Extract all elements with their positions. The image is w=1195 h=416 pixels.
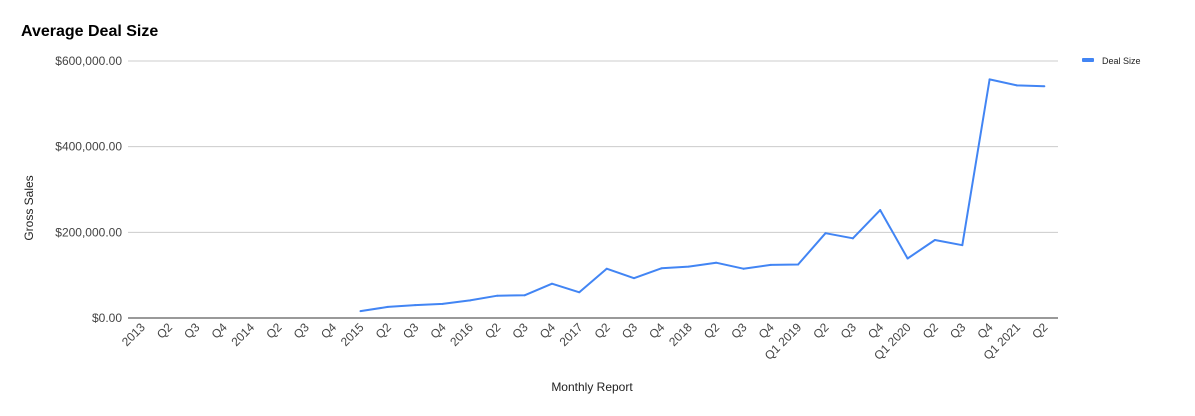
- data-point: [961, 244, 964, 247]
- chart-title: Average Deal Size: [21, 23, 158, 40]
- x-tick-label: Q4: [537, 320, 558, 341]
- x-tick-label: Q4: [865, 320, 886, 341]
- x-axis-label: Monthly Report: [551, 380, 633, 394]
- data-point: [359, 310, 362, 313]
- x-tick-label: Q4: [646, 320, 667, 341]
- x-tick-label: 2017: [557, 320, 586, 349]
- x-tick-label: Q4: [427, 320, 448, 341]
- y-tick-label: $400,000.00: [55, 140, 122, 154]
- x-tick-label: 2015: [338, 320, 367, 349]
- x-tick-label: Q3: [400, 320, 421, 341]
- x-tick-label: Q2: [263, 320, 284, 341]
- x-tick-label: Q2: [701, 320, 722, 341]
- data-point: [578, 291, 581, 294]
- x-tick-label: Q2: [1029, 320, 1050, 341]
- x-tick-label: Q3: [291, 320, 312, 341]
- x-tick-label: Q4: [975, 320, 996, 341]
- x-tick-label: Q3: [510, 320, 531, 341]
- data-point: [550, 282, 553, 285]
- data-point: [715, 261, 718, 264]
- data-point: [660, 267, 663, 270]
- data-point: [988, 78, 991, 81]
- data-point: [468, 299, 471, 302]
- x-tick-label: 2018: [666, 320, 695, 349]
- data-point: [797, 263, 800, 266]
- legend-label: Deal Size: [1102, 56, 1141, 66]
- data-point: [906, 257, 909, 260]
- x-tick-label: Q2: [920, 320, 941, 341]
- y-tick-label: $0.00: [92, 311, 122, 325]
- data-point: [1043, 85, 1046, 88]
- x-tick-label: Q3: [728, 320, 749, 341]
- x-tick-label: Q3: [947, 320, 968, 341]
- x-tick-label: Q2: [373, 320, 394, 341]
- y-tick-label: $600,000.00: [55, 54, 122, 68]
- x-tick-label: Q4: [756, 320, 777, 341]
- x-tick-label: Q3: [838, 320, 859, 341]
- data-point: [742, 267, 745, 270]
- data-point: [633, 277, 636, 280]
- data-point: [605, 267, 608, 270]
- legend: Deal Size: [1082, 56, 1141, 66]
- x-tick-label: Q4: [209, 320, 230, 341]
- data-point: [769, 263, 772, 266]
- y-tick-label: $200,000.00: [55, 225, 122, 239]
- data-point: [687, 265, 690, 268]
- data-point: [933, 239, 936, 242]
- data-point: [441, 302, 444, 305]
- series-line-deal-size: [360, 78, 1045, 313]
- x-tick-label: Q2: [154, 320, 175, 341]
- data-point: [1015, 84, 1018, 87]
- x-tick-label: Q3: [619, 320, 640, 341]
- data-point: [851, 237, 854, 240]
- x-tick-label: 2016: [447, 320, 476, 349]
- x-tick-label: Q2: [482, 320, 503, 341]
- data-point: [879, 209, 882, 212]
- legend-swatch: [1082, 58, 1094, 62]
- data-point: [414, 304, 417, 307]
- y-axis-label: Gross Sales: [22, 175, 36, 240]
- x-tick-label: Q4: [318, 320, 339, 341]
- x-tick-label: 2014: [228, 320, 257, 349]
- data-point: [386, 305, 389, 308]
- x-tick-label: 2013: [119, 320, 148, 349]
- x-tick-label: Q3: [181, 320, 202, 341]
- data-point: [824, 232, 827, 235]
- data-point: [523, 294, 526, 297]
- data-point: [496, 294, 499, 297]
- x-tick-label: Q2: [592, 320, 613, 341]
- x-tick-label: Q2: [810, 320, 831, 341]
